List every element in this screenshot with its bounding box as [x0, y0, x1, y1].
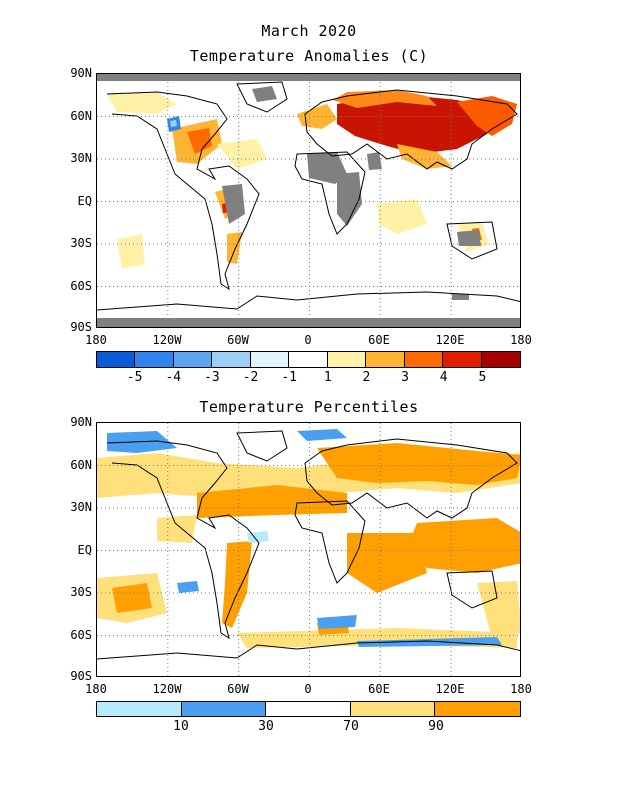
colorbar-swatch [481, 352, 520, 367]
lat-label: 90N [70, 415, 92, 429]
colorbar-label: -4 [165, 370, 182, 385]
colorbar-swatch [97, 352, 136, 367]
lon-label: 120E [435, 333, 465, 347]
colorbar-label: 70 [343, 719, 359, 734]
colorbar-label: 10 [173, 719, 189, 734]
colorbar-swatch [266, 702, 351, 716]
colorbar-label: 1 [323, 370, 332, 385]
lat-label: 60N [70, 109, 92, 123]
colorbar-swatch [289, 352, 328, 367]
lon-label: 180 [510, 333, 532, 347]
colorbar-label: 3 [401, 370, 409, 385]
percentile-map-canvas [97, 423, 520, 676]
lat-label: 30N [70, 500, 92, 514]
colorbar-swatch [327, 352, 367, 367]
lat-label: 90S [70, 320, 92, 334]
colorbar-label: 90 [428, 719, 444, 734]
anomaly-map [96, 73, 521, 328]
coastlines [97, 430, 520, 660]
percentile-map [96, 422, 521, 677]
colorbar-swatch [350, 702, 436, 716]
anomaly-patches [107, 90, 517, 269]
colorbar-swatch [250, 352, 290, 367]
lon-label: 60W [227, 333, 249, 347]
colorbar-label: 30 [258, 719, 274, 734]
colorbar-label: 4 [439, 370, 448, 385]
colorbar-label: 5 [478, 370, 487, 385]
lat-label: 90N [70, 66, 92, 80]
colorbar-swatch [181, 702, 267, 716]
anomaly-colorbar [96, 351, 521, 368]
anomaly-map-canvas [97, 74, 520, 327]
lon-label: 180 [85, 682, 107, 696]
lon-label: 60E [368, 333, 390, 347]
colorbar-label: -2 [242, 370, 259, 385]
colorbar-swatch [212, 352, 251, 367]
lon-label: 120E [435, 682, 465, 696]
lat-label: 30S [70, 236, 92, 250]
colorbar-swatch [366, 352, 405, 367]
gridlines [97, 423, 520, 676]
colorbar-swatch [404, 352, 444, 367]
colorbar-swatch [435, 702, 520, 716]
gridlines [97, 74, 520, 327]
lat-label: 60S [70, 279, 92, 293]
missing-data-patches [222, 86, 481, 300]
lat-label: 30N [70, 151, 92, 165]
colorbar-label: -3 [204, 370, 220, 385]
lon-label: 120W [152, 682, 182, 696]
colorbar-swatch [97, 702, 182, 716]
lat-label: 60N [70, 458, 92, 472]
colorbar-label: 2 [362, 370, 371, 385]
lon-label: 0 [304, 682, 312, 696]
lat-label: EQ [77, 543, 92, 557]
lon-label: 180 [510, 682, 532, 696]
percentile-patches [97, 429, 520, 648]
colorbar-swatch [173, 352, 213, 367]
title-month: March 2020 [261, 22, 357, 40]
missing-band-north [97, 74, 520, 81]
lat-label: EQ [77, 194, 92, 208]
missing-band-south [97, 318, 520, 327]
colorbar-label: -5 [126, 370, 143, 385]
lon-label: 60E [368, 682, 390, 696]
colorbar-label: -1 [281, 370, 297, 385]
lat-label: 60S [70, 628, 92, 642]
lat-label: 30S [70, 585, 92, 599]
title-anomalies: Temperature Anomalies (C) [189, 47, 429, 65]
title-percentiles: Temperature Percentiles [199, 398, 419, 416]
colorbar-swatch [443, 352, 482, 367]
lon-label: 180 [85, 333, 107, 347]
percentile-colorbar [96, 701, 521, 717]
lon-label: 0 [304, 333, 312, 347]
lon-label: 120W [152, 333, 182, 347]
colorbar-swatch [135, 352, 174, 367]
lon-label: 60W [227, 682, 249, 696]
lat-label: 90S [70, 669, 92, 683]
